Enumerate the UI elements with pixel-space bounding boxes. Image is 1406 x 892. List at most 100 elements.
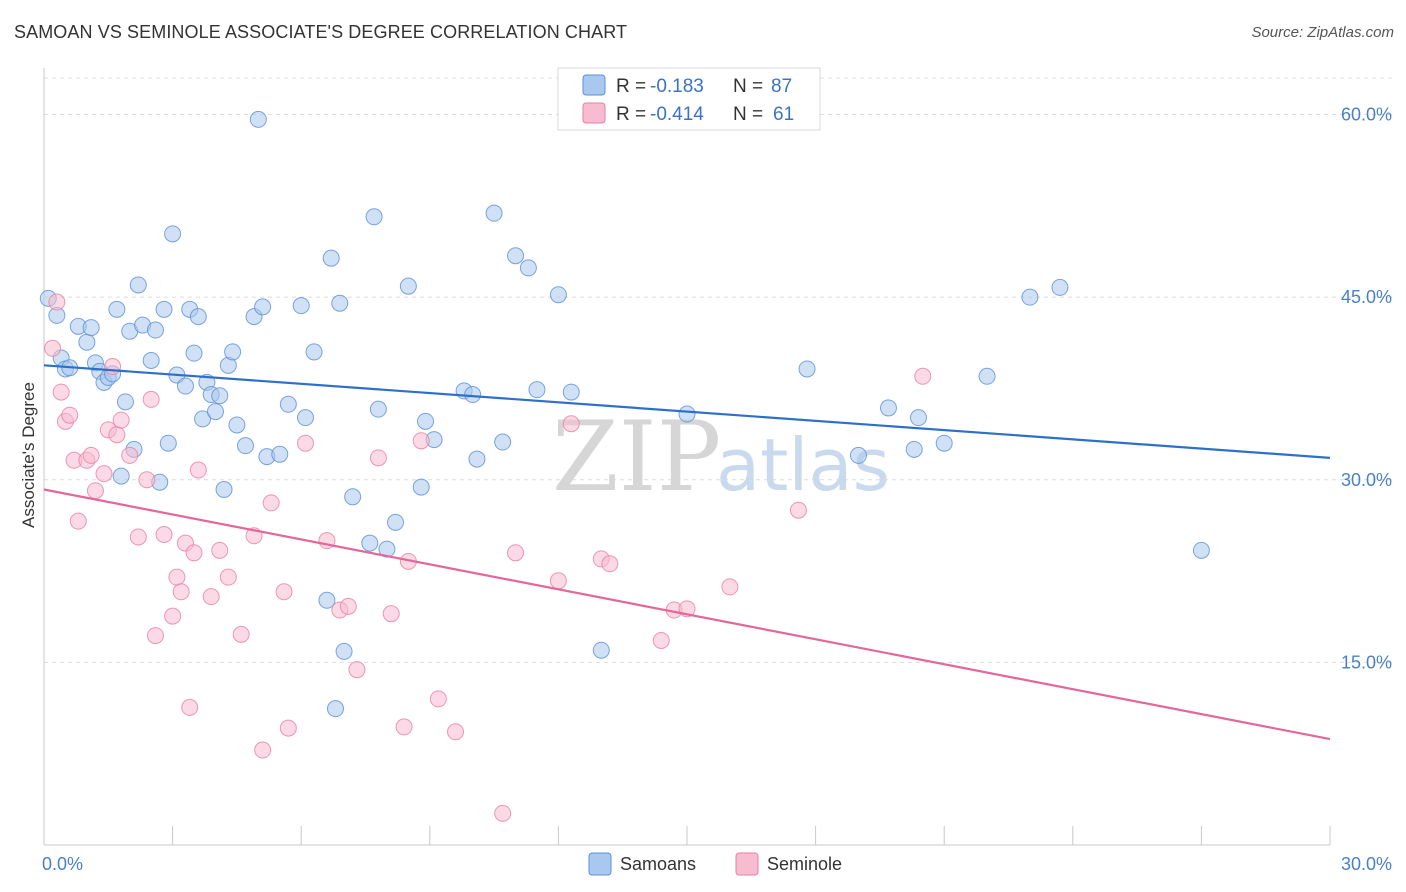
data-point[interactable] xyxy=(318,591,336,609)
data-point[interactable] xyxy=(211,387,229,405)
data-point[interactable] xyxy=(601,555,619,573)
data-point[interactable] xyxy=(322,249,340,267)
data-point[interactable] xyxy=(108,426,126,444)
data-point[interactable] xyxy=(52,383,70,401)
data-point[interactable] xyxy=(142,351,160,369)
data-point[interactable] xyxy=(485,204,503,222)
data-point[interactable] xyxy=(849,446,867,464)
data-point[interactable] xyxy=(224,343,242,361)
data-point[interactable] xyxy=(206,403,224,421)
data-point[interactable] xyxy=(48,293,66,311)
data-point[interactable] xyxy=(185,344,203,362)
data-point[interactable] xyxy=(1051,278,1069,296)
data-point[interactable] xyxy=(138,471,156,489)
data-point[interactable] xyxy=(339,597,357,615)
data-point[interactable] xyxy=(382,605,400,623)
data-point[interactable] xyxy=(236,437,254,455)
data-point[interactable] xyxy=(155,300,173,318)
data-point[interactable] xyxy=(159,434,177,452)
data-point[interactable] xyxy=(146,627,164,645)
data-point[interactable] xyxy=(78,333,96,351)
data-point[interactable] xyxy=(395,718,413,736)
data-point[interactable] xyxy=(914,367,932,385)
data-point[interactable] xyxy=(507,247,525,265)
data-point[interactable] xyxy=(211,541,229,559)
data-point[interactable] xyxy=(146,321,164,339)
data-point[interactable] xyxy=(879,399,897,417)
data-point[interactable] xyxy=(104,358,122,376)
data-point[interactable] xyxy=(44,339,62,357)
data-point[interactable] xyxy=(592,641,610,659)
data-point[interactable] xyxy=(1192,541,1210,559)
data-point[interactable] xyxy=(279,395,297,413)
data-point[interactable] xyxy=(95,465,113,483)
data-point[interactable] xyxy=(181,698,199,716)
data-point[interactable] xyxy=(202,588,220,606)
data-point[interactable] xyxy=(142,390,160,408)
data-point[interactable] xyxy=(168,568,186,586)
data-point[interactable] xyxy=(494,433,512,451)
data-point[interactable] xyxy=(909,409,927,427)
data-point[interactable] xyxy=(189,308,207,326)
data-point[interactable] xyxy=(464,386,482,404)
data-point[interactable] xyxy=(361,534,379,552)
data-point[interactable] xyxy=(344,488,362,506)
data-point[interactable] xyxy=(129,528,147,546)
data-point[interactable] xyxy=(155,526,173,544)
data-point[interactable] xyxy=(215,481,233,499)
data-point[interactable] xyxy=(271,445,289,463)
data-point[interactable] xyxy=(262,494,280,512)
data-point[interactable] xyxy=(219,568,237,586)
data-point[interactable] xyxy=(61,406,79,424)
data-point[interactable] xyxy=(82,446,100,464)
data-point[interactable] xyxy=(305,343,323,361)
data-point[interactable] xyxy=(82,319,100,337)
data-point[interactable] xyxy=(417,412,435,430)
data-point[interactable] xyxy=(279,719,297,737)
data-point[interactable] xyxy=(194,410,212,428)
data-point[interactable] xyxy=(189,461,207,479)
data-point[interactable] xyxy=(905,440,923,458)
data-point[interactable] xyxy=(412,432,430,450)
data-point[interactable] xyxy=(129,276,147,294)
data-point[interactable] xyxy=(399,277,417,295)
data-point[interactable] xyxy=(164,225,182,243)
data-point[interactable] xyxy=(652,631,670,649)
data-point[interactable] xyxy=(232,625,250,643)
data-point[interactable] xyxy=(296,434,314,452)
data-point[interactable] xyxy=(978,367,996,385)
data-point[interactable] xyxy=(331,294,349,312)
data-point[interactable] xyxy=(507,544,525,562)
data-point[interactable] xyxy=(562,415,580,433)
data-point[interactable] xyxy=(335,642,353,660)
data-point[interactable] xyxy=(112,411,130,429)
data-point[interactable] xyxy=(798,360,816,378)
data-point[interactable] xyxy=(562,383,580,401)
data-point[interactable] xyxy=(254,298,272,316)
legend-item-samoans[interactable]: Samoans xyxy=(588,852,696,876)
data-point[interactable] xyxy=(296,409,314,427)
data-point[interactable] xyxy=(369,400,387,418)
data-point[interactable] xyxy=(292,297,310,315)
data-point[interactable] xyxy=(1021,288,1039,306)
data-point[interactable] xyxy=(369,449,387,467)
data-point[interactable] xyxy=(447,723,465,741)
data-point[interactable] xyxy=(249,110,267,128)
data-point[interactable] xyxy=(412,478,430,496)
data-point[interactable] xyxy=(429,690,447,708)
legend-item-seminole[interactable]: Seminole xyxy=(735,852,842,876)
data-point[interactable] xyxy=(468,450,486,468)
data-point[interactable] xyxy=(935,434,953,452)
data-point[interactable] xyxy=(275,583,293,601)
data-point[interactable] xyxy=(121,446,139,464)
data-point[interactable] xyxy=(326,700,344,718)
data-point[interactable] xyxy=(789,501,807,519)
data-point[interactable] xyxy=(721,578,739,596)
data-point[interactable] xyxy=(116,393,134,411)
data-point[interactable] xyxy=(519,259,537,277)
data-point[interactable] xyxy=(387,513,405,531)
data-point[interactable] xyxy=(528,381,546,399)
data-point[interactable] xyxy=(228,416,246,434)
data-point[interactable] xyxy=(112,467,130,485)
data-point[interactable] xyxy=(549,286,567,304)
